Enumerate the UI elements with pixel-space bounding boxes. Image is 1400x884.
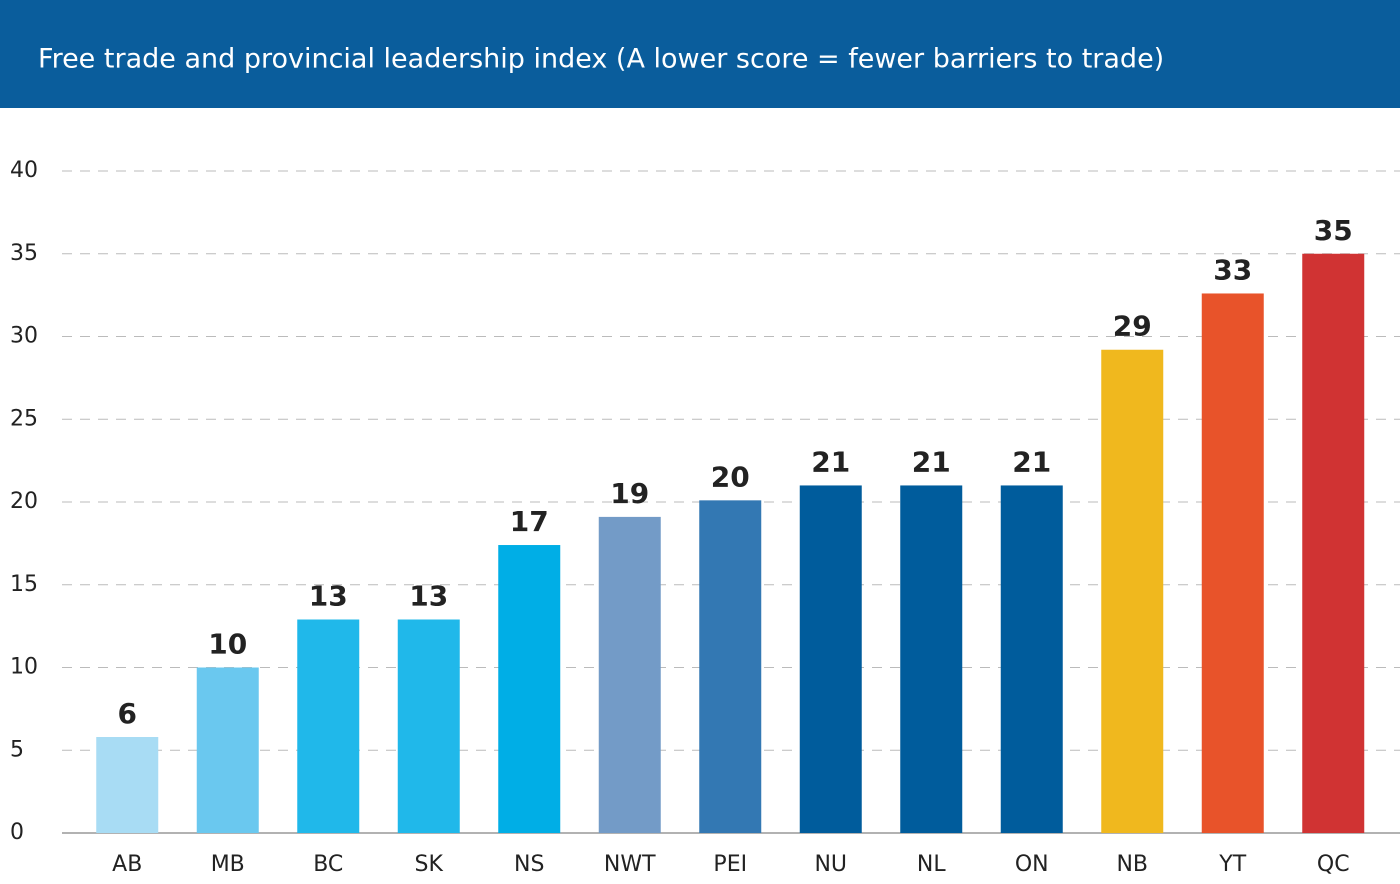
y-tick-label: 30 bbox=[10, 324, 38, 349]
y-tick-label: 25 bbox=[10, 406, 38, 431]
value-label: 21 bbox=[912, 445, 951, 478]
value-label: 19 bbox=[610, 477, 649, 510]
value-label: 29 bbox=[1113, 310, 1152, 343]
bar bbox=[1201, 293, 1264, 834]
value-label: 6 bbox=[118, 697, 137, 730]
bar bbox=[900, 485, 963, 833]
y-tick-label: 20 bbox=[10, 489, 38, 514]
x-tick-label: NB bbox=[1116, 852, 1148, 877]
bar bbox=[699, 500, 762, 833]
bar bbox=[297, 619, 360, 833]
x-tick-label: NU bbox=[814, 852, 847, 877]
bar bbox=[397, 619, 460, 833]
x-tick-label: SK bbox=[415, 852, 444, 877]
bar bbox=[1302, 253, 1365, 833]
value-label: 35 bbox=[1314, 214, 1353, 247]
value-label: 33 bbox=[1213, 253, 1252, 286]
y-tick-label: 35 bbox=[10, 241, 38, 266]
x-tick-label: NL bbox=[917, 852, 946, 877]
value-label: 21 bbox=[811, 445, 850, 478]
y-tick-label: 15 bbox=[10, 572, 38, 597]
x-tick-label: PEI bbox=[713, 852, 747, 877]
x-tick-label: NS bbox=[514, 852, 544, 877]
bar bbox=[196, 667, 259, 833]
x-tick-label: QC bbox=[1317, 852, 1350, 877]
value-label: 13 bbox=[409, 580, 448, 613]
value-label: 10 bbox=[208, 628, 247, 661]
bar bbox=[799, 485, 862, 833]
y-tick-label: 0 bbox=[10, 820, 24, 845]
y-tick-label: 40 bbox=[10, 158, 38, 183]
x-tick-label: MB bbox=[211, 852, 245, 877]
bar bbox=[1101, 349, 1164, 833]
header-band bbox=[0, 0, 1400, 108]
y-tick-label: 10 bbox=[10, 655, 38, 680]
x-tick-label: ON bbox=[1015, 852, 1049, 877]
bar bbox=[96, 737, 159, 833]
value-label: 17 bbox=[510, 505, 549, 538]
x-tick-label: NWT bbox=[604, 852, 656, 877]
value-label: 21 bbox=[1012, 445, 1051, 478]
x-tick-label: AB bbox=[112, 852, 142, 877]
chart-title: Free trade and provincial leadership ind… bbox=[38, 44, 1164, 75]
value-label: 13 bbox=[309, 580, 348, 613]
x-tick-label: YT bbox=[1218, 852, 1246, 877]
x-tick-label: BC bbox=[313, 852, 343, 877]
bar bbox=[1000, 485, 1063, 833]
bar bbox=[598, 516, 661, 833]
value-label: 20 bbox=[711, 460, 750, 493]
bar bbox=[498, 545, 561, 833]
y-tick-label: 5 bbox=[10, 737, 24, 762]
